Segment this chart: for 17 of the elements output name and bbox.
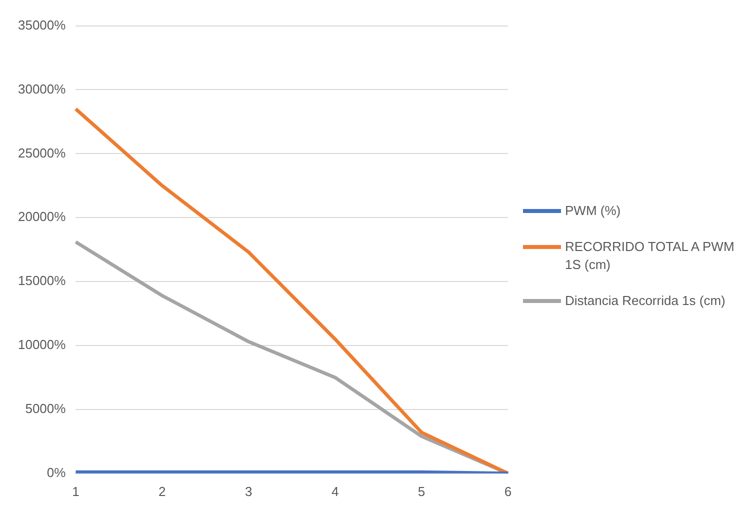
x-tick-label: 6 <box>504 484 512 499</box>
x-tick-label: 4 <box>331 484 339 499</box>
y-tick-label: 35000% <box>18 17 66 32</box>
y-tick-label: 5000% <box>25 401 66 416</box>
x-tick-label: 2 <box>158 484 166 499</box>
x-tick-label: 5 <box>418 484 426 499</box>
y-tick-label: 15000% <box>18 273 66 288</box>
legend-label: RECORRIDO TOTAL A PWM 1S (cm) <box>565 238 736 274</box>
legend-label: PWM (%) <box>565 202 621 220</box>
legend-label: Distancia Recorrida 1s (cm) <box>565 292 726 310</box>
y-tick-label: 30000% <box>18 81 66 96</box>
x-tick-label: 3 <box>245 484 252 499</box>
x-tick-label: 1 <box>72 484 80 499</box>
y-tick-label: 25000% <box>18 145 66 160</box>
y-tick-label: 0% <box>46 464 66 480</box>
y-tick-label: 20000% <box>18 209 66 224</box>
y-tick-label: 10000% <box>18 337 66 352</box>
